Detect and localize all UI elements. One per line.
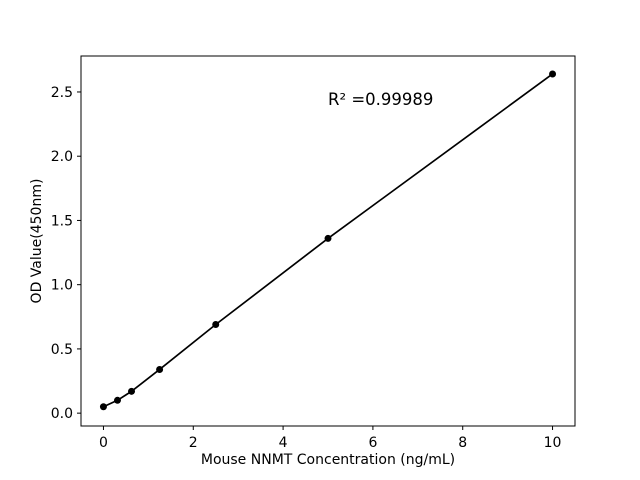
y-tick-label: 1.5	[51, 213, 73, 229]
y-tick-label: 0.5	[51, 342, 73, 358]
y-axis-label: OD Value(450nm)	[29, 178, 45, 304]
data-point	[324, 234, 332, 242]
x-tick-label: 8	[458, 435, 467, 451]
x-axis-label: Mouse NNMT Concentration (ng/mL)	[200, 452, 456, 468]
x-tick-label: 0	[99, 435, 108, 451]
y-tick-label: 0.0	[51, 406, 73, 422]
plot-frame	[80, 55, 576, 427]
y-tick-label: 1.0	[51, 278, 73, 294]
data-point	[549, 70, 557, 78]
y-tick-label: 2.0	[51, 149, 73, 165]
x-tick-label: 10	[544, 435, 562, 451]
data-point	[99, 403, 107, 411]
y-tick-label: 2.5	[51, 85, 73, 101]
data-point	[212, 321, 220, 329]
data-point	[113, 396, 121, 404]
data-point	[128, 387, 136, 395]
x-tick-label: 6	[368, 435, 377, 451]
r-squared-annotation: R² =0.99989	[328, 90, 434, 109]
data-point	[156, 365, 164, 373]
x-tick-label: 4	[279, 435, 288, 451]
x-tick-label: 2	[189, 435, 198, 451]
